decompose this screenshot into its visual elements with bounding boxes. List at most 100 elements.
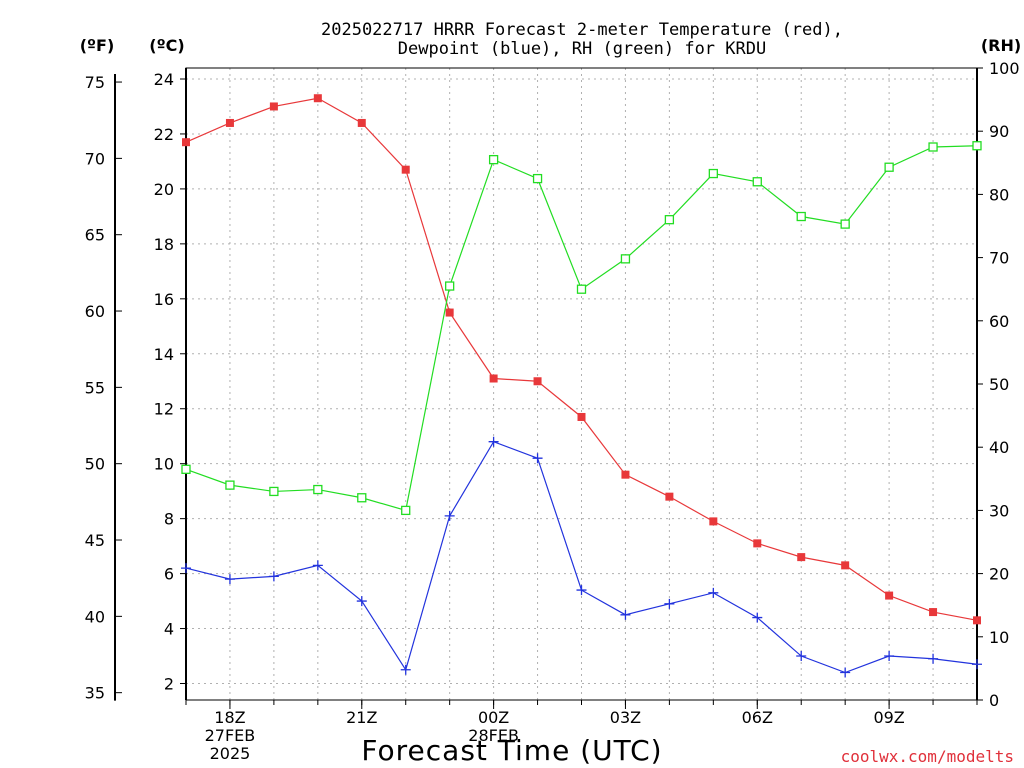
- dewpoint-point: [884, 651, 895, 662]
- dewpoint-point: [928, 653, 939, 664]
- series-temperature: [182, 94, 981, 625]
- rh-tick-label: 50: [989, 375, 1009, 394]
- temperature-point: [182, 138, 190, 147]
- temperature-point: [225, 118, 234, 127]
- fahrenheit-tick-label: 75: [85, 73, 105, 92]
- celsius-axis-label: (ºC): [149, 36, 184, 55]
- rh-point: [313, 484, 323, 495]
- x-tick-label: 06Z: [742, 708, 773, 727]
- temperature-point: [533, 377, 542, 386]
- celsius-tick-label: 22: [154, 125, 174, 144]
- x-tick-label: 03Z: [610, 708, 641, 727]
- dewpoint-point: [840, 667, 851, 678]
- x-tick-label: 2025: [210, 744, 251, 763]
- rh-tick-label: 20: [989, 565, 1009, 584]
- x-tick-label: 09Z: [873, 708, 904, 727]
- celsius-tick-label: 24: [154, 70, 174, 89]
- rh-point: [796, 211, 806, 222]
- x-axis-title: Forecast Time (UTC): [361, 734, 662, 767]
- fahrenheit-tick-label: 50: [85, 455, 105, 474]
- rh-tick-label: 80: [989, 185, 1009, 204]
- rh-point: [620, 254, 631, 264]
- temperature-point: [841, 561, 850, 570]
- title: 2025022717 HRRR Forecast 2-meter Tempera…: [321, 20, 843, 59]
- fahrenheit-tick-label: 55: [85, 378, 105, 397]
- rh-axis-label: (RH): [981, 36, 1021, 55]
- celsius-tick-label: 2: [164, 675, 174, 694]
- temperature-point: [929, 608, 938, 617]
- dewpoint-point: [708, 587, 719, 598]
- celsius-tick-label: 12: [154, 400, 174, 419]
- plot-frame: [185, 67, 978, 701]
- series-layer: [181, 94, 982, 678]
- axes: 3540455055606570752468101214161820222401…: [85, 59, 1020, 763]
- temperature-point: [489, 374, 498, 383]
- fahrenheit-tick-label: 35: [85, 684, 105, 703]
- rh-point: [532, 173, 543, 184]
- temperature-point: [401, 165, 410, 174]
- temperature-point: [577, 412, 586, 421]
- rh-point: [752, 177, 762, 187]
- temperature-point: [621, 470, 630, 479]
- rh-tick-label: 90: [989, 122, 1009, 141]
- rh-point: [840, 219, 850, 229]
- temperature-point: [357, 118, 366, 127]
- temperature-point: [797, 553, 806, 562]
- rh-point: [445, 281, 455, 291]
- celsius-tick-label: 14: [154, 345, 174, 364]
- celsius-tick-label: 8: [164, 510, 174, 529]
- fahrenheit-tick-label: 70: [85, 149, 105, 168]
- rh-point: [884, 162, 894, 172]
- celsius-tick-label: 10: [154, 455, 174, 474]
- dewpoint-point: [400, 664, 411, 675]
- dewpoint-point: [488, 436, 499, 447]
- celsius-tick-label: 16: [154, 290, 174, 309]
- rh-point: [488, 154, 499, 165]
- celsius-tick-label: 4: [164, 620, 174, 639]
- celsius-tick-label: 20: [154, 180, 174, 199]
- dewpoint-point: [576, 585, 587, 596]
- x-tick-label: 18Z: [214, 708, 245, 727]
- rh-point: [357, 493, 367, 503]
- dewpoint-point: [752, 612, 763, 623]
- x-tick-label: 28FEB: [468, 726, 519, 745]
- dewpoint-point: [268, 571, 279, 582]
- fahrenheit-tick-label: 40: [85, 607, 105, 626]
- series-dewpoint: [181, 436, 982, 678]
- dewpoint-point: [444, 510, 455, 521]
- rh-tick-label: 70: [989, 249, 1009, 268]
- rh-point: [664, 215, 675, 225]
- rh-point: [972, 141, 982, 151]
- rh-point: [708, 168, 718, 179]
- rh-tick-label: 40: [989, 438, 1009, 457]
- temperature-point: [665, 492, 674, 501]
- rh-point: [181, 464, 191, 474]
- temperature-point: [753, 539, 762, 548]
- dewpoint-point: [181, 563, 191, 574]
- rh-point: [928, 142, 938, 152]
- title-line-2: Dewpoint (blue), RH (green) for KRDU: [398, 39, 766, 59]
- rh-point: [225, 480, 235, 490]
- rh-tick-label: 100: [989, 59, 1020, 78]
- rh-tick-label: 60: [989, 312, 1009, 331]
- watermark: coolwx.com/modelts: [841, 747, 1014, 766]
- rh-point: [576, 284, 587, 294]
- temperature-point: [269, 102, 278, 111]
- series-rh: [181, 141, 982, 516]
- x-tick-label: 27FEB: [205, 726, 256, 745]
- title-line-1: 2025022717 HRRR Forecast 2-meter Tempera…: [321, 20, 843, 40]
- temperature-point: [885, 591, 894, 600]
- celsius-tick-label: 6: [164, 565, 174, 584]
- fahrenheit-axis-label: (ºF): [80, 36, 115, 55]
- dewpoint-point: [356, 596, 367, 607]
- rh-tick-label: 0: [989, 691, 999, 710]
- rh-point: [401, 505, 411, 516]
- x-tick-label: 21Z: [346, 708, 377, 727]
- dewpoint-point: [972, 659, 982, 670]
- dewpoint-point: [224, 574, 235, 585]
- dewpoint-point: [312, 560, 323, 571]
- temperature-point: [973, 616, 981, 625]
- rh-tick-label: 10: [989, 628, 1009, 647]
- rh-tick-label: 30: [989, 501, 1009, 520]
